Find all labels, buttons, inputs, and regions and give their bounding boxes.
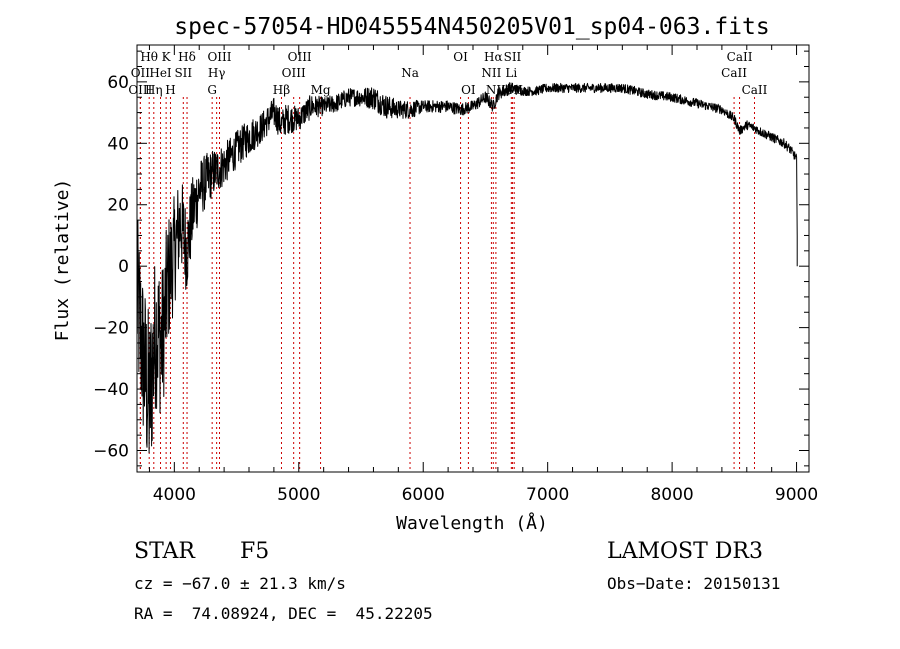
line-marker-label: Na	[401, 66, 419, 80]
line-marker-label: H	[165, 83, 175, 97]
line-marker-label: Hθ	[140, 50, 158, 64]
line-marker-label: Hβ	[273, 83, 290, 97]
y-tick-label: −40	[93, 380, 129, 400]
x-tick-label: 4000	[153, 485, 196, 505]
line-marker-label: HeI	[149, 66, 172, 80]
chart-title: spec-57054-HD045554N450205V01_sp04-063.f…	[174, 14, 769, 40]
line-marker-label: K	[162, 50, 172, 64]
line-marker-label: OII	[131, 66, 151, 80]
line-marker-label: OI	[461, 83, 476, 97]
line-marker-label: OIII	[288, 50, 312, 64]
x-tick-label: 6000	[402, 485, 445, 505]
line-marker-label: SII	[174, 66, 192, 80]
line-marker-label: SII	[504, 50, 522, 64]
x-tick-label: 5000	[277, 485, 320, 505]
line-marker-label: NII	[481, 66, 501, 80]
line-marker-label: Hγ	[208, 66, 226, 80]
line-marker-label: Mg	[311, 83, 331, 97]
y-axis-label: Flux (relative)	[52, 179, 73, 342]
x-axis-label: Wavelength (Å)	[396, 512, 548, 534]
object-class: STAR	[134, 539, 195, 564]
y-tick-label: −60	[93, 441, 129, 461]
x-tick-label: 8000	[650, 485, 693, 505]
line-marker-label: CaII	[742, 83, 768, 97]
line-marker-label: OIII	[282, 66, 306, 80]
y-tick-label: 20	[107, 196, 129, 216]
coordinates-readout: RA = 74.08924, DEC = 45.22205	[134, 604, 433, 623]
y-tick-label: 0	[118, 257, 129, 277]
line-marker-label: CaII	[721, 66, 747, 80]
redshift-readout: cz = −67.0 ± 21.3 km/s	[134, 574, 346, 593]
y-tick-label: 40	[107, 134, 129, 154]
line-marker-label: G	[207, 83, 217, 97]
line-marker-label: Hδ	[178, 50, 196, 64]
line-marker-label: CaII	[727, 50, 753, 64]
x-tick-label: 7000	[526, 485, 569, 505]
x-tick-label: 9000	[775, 485, 818, 505]
y-axis: −60 −40 −20 0 20 40 60	[93, 50, 809, 467]
line-marker-label: OIII	[207, 50, 231, 64]
line-marker-label: OIII	[128, 83, 152, 97]
obs-date-readout: Obs−Date: 20150131	[607, 574, 781, 593]
line-marker-label: Hα	[484, 50, 503, 64]
y-tick-label: 60	[107, 73, 129, 93]
x-axis: 4000 5000 6000 7000 8000 9000	[148, 45, 818, 505]
spectrum-line	[136, 82, 798, 454]
line-marker-label: OI	[453, 50, 468, 64]
line-marker-label: Li	[505, 66, 517, 80]
line-marker-label: Hη	[145, 83, 163, 97]
line-label-group: Hθ OII OIII HeI Hη K H SII Hδ OIII Hγ G Hβ OIII OIII Mg…	[128, 50, 767, 97]
y-tick-label: −20	[93, 319, 129, 339]
survey-name: LAMOST DR3	[607, 539, 763, 564]
object-subclass: F5	[240, 539, 270, 564]
